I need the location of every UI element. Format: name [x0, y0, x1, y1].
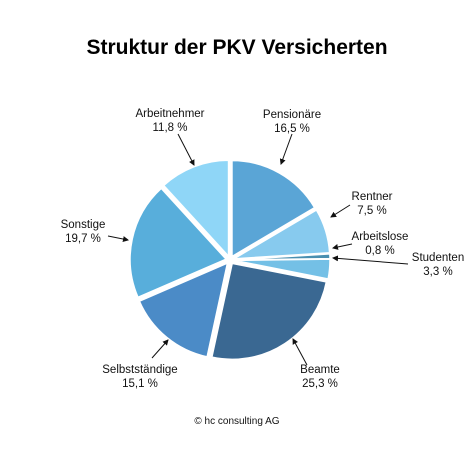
leader-arrow-rentner	[330, 204, 351, 218]
pie-slice-sonstige	[129, 187, 228, 299]
pie-slice-arbeitnehmer	[162, 159, 230, 259]
leader-arrow-pensionäre	[279, 133, 293, 165]
slice-label-pensionäre: Pensionäre	[263, 109, 321, 121]
slice-label-studenten: Studenten	[412, 252, 464, 264]
slice-value-rentner: 7,5 %	[357, 205, 386, 217]
leader-arrow-beamte	[292, 338, 308, 366]
slice-value-arbeitnehmer: 11,8 %	[153, 122, 188, 134]
slice-value-sonstige: 19,7 %	[65, 233, 101, 245]
leader-arrow-sonstige	[107, 235, 129, 242]
slice-label-selbstständige: Selbstständige	[102, 364, 177, 376]
leader-arrow-arbeitnehmer	[177, 133, 195, 166]
pie-slice-studenten	[233, 258, 331, 280]
slice-label-arbeitslose: Arbeitslose	[352, 231, 409, 243]
slice-label-sonstige: Sonstige	[61, 219, 106, 231]
slice-label-arbeitnehmer: Arbeitnehmer	[135, 108, 204, 120]
leader-arrow-arbeitslose	[332, 243, 353, 250]
slice-label-beamte: Beamte	[300, 364, 340, 376]
pie-slice-rentner	[233, 208, 331, 260]
pie-slice-beamte	[210, 262, 328, 361]
pie-slice-pensionäre	[231, 159, 316, 258]
pie-slice-selbstständige	[138, 261, 229, 358]
pie-slices	[129, 159, 331, 361]
slice-value-studenten: 3,3 %	[423, 266, 452, 278]
leader-arrow-studenten	[332, 255, 409, 265]
leader-arrow-selbstständige	[151, 339, 169, 359]
chart-title: Struktur der PKV Versicherten	[86, 36, 388, 59]
leader-lines	[107, 133, 409, 366]
slice-labels: Pensionäre 16,5 % Rentner 7,5 % Arbeitslose 0…	[61, 108, 465, 390]
slice-value-beamte: 25,3 %	[302, 378, 338, 390]
slice-value-pensionäre: 16,5 %	[274, 123, 310, 135]
slice-value-arbeitslose: 0,8 %	[365, 245, 394, 257]
slice-label-rentner: Rentner	[352, 191, 393, 203]
slice-value-selbstständige: 15,1 %	[122, 378, 158, 390]
copyright-text: © hc consulting AG	[194, 416, 280, 427]
